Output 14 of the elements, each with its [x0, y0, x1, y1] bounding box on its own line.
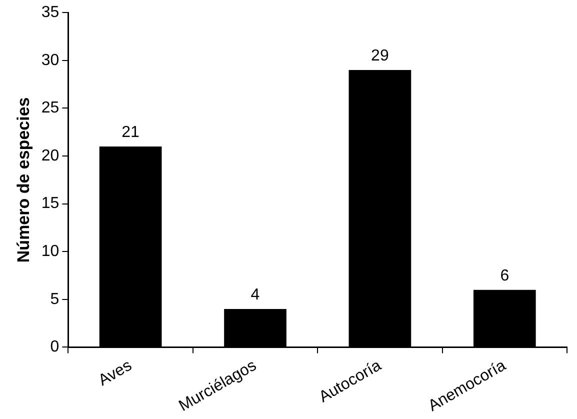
data-label: 21 — [122, 124, 140, 141]
x-tick-label: Aves — [96, 357, 135, 390]
y-tick-label: 30 — [41, 52, 60, 69]
y-tick-label: 0 — [50, 338, 60, 356]
data-label: 6 — [500, 267, 510, 284]
y-axis-title: Número de especies — [14, 97, 33, 263]
y-tick-label: 20 — [41, 147, 60, 164]
data-label: 4 — [250, 286, 260, 304]
data-label: 29 — [371, 47, 389, 64]
y-tick-label: 5 — [50, 290, 60, 308]
y-tick-label: 35 — [41, 4, 60, 22]
y-tick-label: 10 — [41, 243, 60, 260]
y-tick-label: 25 — [41, 100, 60, 117]
y-tick-label: 15 — [41, 195, 60, 212]
